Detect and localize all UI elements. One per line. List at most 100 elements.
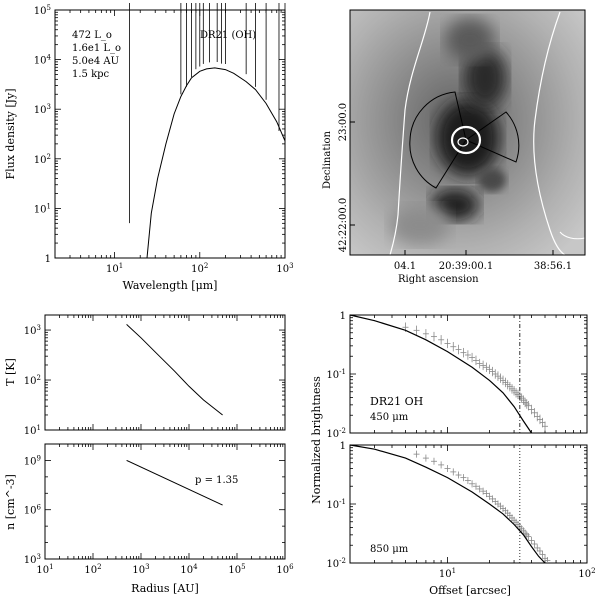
sed-data-points bbox=[129, 3, 286, 224]
sed-ytick-0: 1 bbox=[45, 254, 51, 265]
profile-450-point-9 bbox=[464, 350, 471, 360]
sed-param-mass: 1.6e1 L_o bbox=[72, 43, 121, 54]
undefined bbox=[180, 3, 182, 95]
profile-850-ticks: 101 102 10-2 10-1 1 bbox=[326, 441, 595, 580]
sed-source-label: DR21 (OH) bbox=[200, 30, 256, 41]
profile-450-data bbox=[402, 322, 549, 431]
profile-850-point-8 bbox=[464, 476, 471, 485]
temperature-curve bbox=[126, 324, 223, 416]
sed-ytick-4: 104 bbox=[34, 54, 52, 67]
sed-param-distance: 1.5 kpc bbox=[72, 69, 110, 80]
map-ylabel: Declination bbox=[322, 130, 333, 189]
map-ytick-1: 23:00.0 bbox=[338, 103, 349, 141]
profile-450-point-36 bbox=[534, 411, 541, 422]
profile-450-point-19 bbox=[497, 373, 504, 383]
undefined bbox=[255, 3, 256, 87]
density-ylabel: n [cm^-3] bbox=[4, 474, 17, 530]
profile-850-point-10 bbox=[472, 482, 479, 490]
density-ytick-1: 106 bbox=[24, 504, 42, 517]
sed-panel: 101 102 103 1 101 102 103 104 105 DR21 (OH) 472 … bbox=[4, 3, 294, 292]
density-xtick-4: 105 bbox=[228, 563, 245, 576]
profile-450-point-17 bbox=[492, 369, 499, 379]
profile-450-point-12 bbox=[476, 358, 483, 369]
temperature-ticks: 101 102 103 bbox=[24, 314, 286, 437]
map-xtick-2: 20:39:00.1 bbox=[439, 261, 493, 272]
density-frame bbox=[44, 443, 286, 560]
map-ticks bbox=[350, 121, 554, 255]
profile-450-point-3 bbox=[430, 331, 437, 342]
map-beam-outer bbox=[450, 125, 482, 155]
profile-850-point-2 bbox=[430, 457, 437, 465]
profile-850-point-36 bbox=[536, 547, 543, 555]
density-xlabel: Radius [AU] bbox=[131, 582, 199, 595]
sed-param-radius: 5.0e4 AU bbox=[72, 56, 119, 67]
temperature-panel: 101 102 103 T [K] bbox=[4, 314, 286, 437]
sed-ytick-1: 101 bbox=[34, 202, 51, 215]
temperature-ylabel: T [K] bbox=[4, 358, 17, 386]
undefined bbox=[195, 3, 197, 70]
temperature-frame bbox=[44, 314, 286, 431]
profile-450-point-15 bbox=[486, 364, 493, 375]
profile-450-panel: 10-2 10-1 1 DR21 OH 450 μm bbox=[326, 311, 588, 440]
profile-450-ytick-1: 10-1 bbox=[326, 368, 346, 381]
density-xtick-5: 106 bbox=[276, 563, 294, 576]
sed-ytick-3: 103 bbox=[34, 103, 51, 116]
profile-850-xtick-0: 101 bbox=[439, 567, 456, 580]
undefined bbox=[209, 3, 210, 63]
profile-450-point-35 bbox=[531, 408, 538, 418]
profile-450-point-4 bbox=[438, 335, 445, 345]
profile-850-wavelength: 850 μm bbox=[370, 544, 409, 555]
profile-850-point-11 bbox=[476, 485, 483, 493]
profile-450-point-5 bbox=[444, 338, 451, 349]
map-contour-left bbox=[389, 11, 431, 255]
profile-ylabel: Normalized brightness bbox=[310, 376, 323, 504]
sed-model-curve bbox=[146, 67, 286, 259]
profile-850-point-1 bbox=[422, 454, 429, 462]
profile-450-point-33 bbox=[525, 400, 532, 411]
undefined bbox=[186, 3, 187, 87]
profile-450-point-11 bbox=[472, 355, 479, 366]
profile-850-point-32 bbox=[525, 533, 532, 541]
density-xtick-0: 101 bbox=[36, 563, 53, 576]
profile-450-wavelength: 450 μm bbox=[370, 412, 409, 423]
map-sector-left bbox=[409, 91, 467, 189]
map-image bbox=[350, 10, 585, 255]
profile-450-point-39 bbox=[542, 421, 549, 431]
profile-850-model bbox=[349, 444, 546, 564]
profile-450-point-2 bbox=[422, 329, 429, 339]
profile-450-ytick-0: 10-2 bbox=[326, 427, 346, 440]
undefined bbox=[191, 3, 192, 78]
profile-450-point-32 bbox=[523, 399, 530, 409]
profile-850-panel: 101 102 10-2 10-1 1 850 μm Offset [arcsec] bbox=[326, 441, 595, 597]
sed-ylabel: Flux density [Jy] bbox=[4, 88, 17, 179]
profile-850-point-33 bbox=[528, 537, 535, 545]
sed-ytick-2: 102 bbox=[34, 153, 51, 166]
undefined bbox=[221, 3, 222, 64]
profile-450-source: DR21 OH bbox=[370, 395, 423, 408]
undefined bbox=[216, 3, 218, 63]
temperature-ytick-1: 102 bbox=[24, 374, 41, 387]
profile-850-ytick-1: 10-1 bbox=[326, 498, 346, 511]
sed-xtick-2: 103 bbox=[276, 262, 293, 275]
sed-xtick-0: 101 bbox=[106, 262, 123, 275]
map-sector-right bbox=[464, 111, 520, 163]
density-ytick-2: 109 bbox=[24, 454, 41, 467]
profile-850-point-35 bbox=[534, 544, 541, 552]
profile-450-point-8 bbox=[460, 347, 467, 358]
profile-450-point-13 bbox=[480, 360, 487, 371]
sed-param-luminosity: 472 L_o bbox=[72, 30, 112, 41]
map-panel: 04.1 20:39:00.1 38:56.1 23:00.0 42:22:00… bbox=[322, 9, 586, 285]
profile-850-point-5 bbox=[450, 468, 457, 476]
profile-850-ytick-2: 1 bbox=[340, 441, 346, 452]
profile-450-point-38 bbox=[539, 417, 546, 428]
profile-850-point-3 bbox=[438, 461, 445, 469]
undefined bbox=[284, 3, 286, 154]
profile-450-model bbox=[349, 314, 532, 434]
density-curve bbox=[126, 459, 223, 506]
profile-850-point-13 bbox=[483, 490, 490, 498]
undefined bbox=[202, 3, 204, 64]
map-frame bbox=[349, 9, 586, 256]
profile-850-point-39 bbox=[544, 557, 551, 563]
